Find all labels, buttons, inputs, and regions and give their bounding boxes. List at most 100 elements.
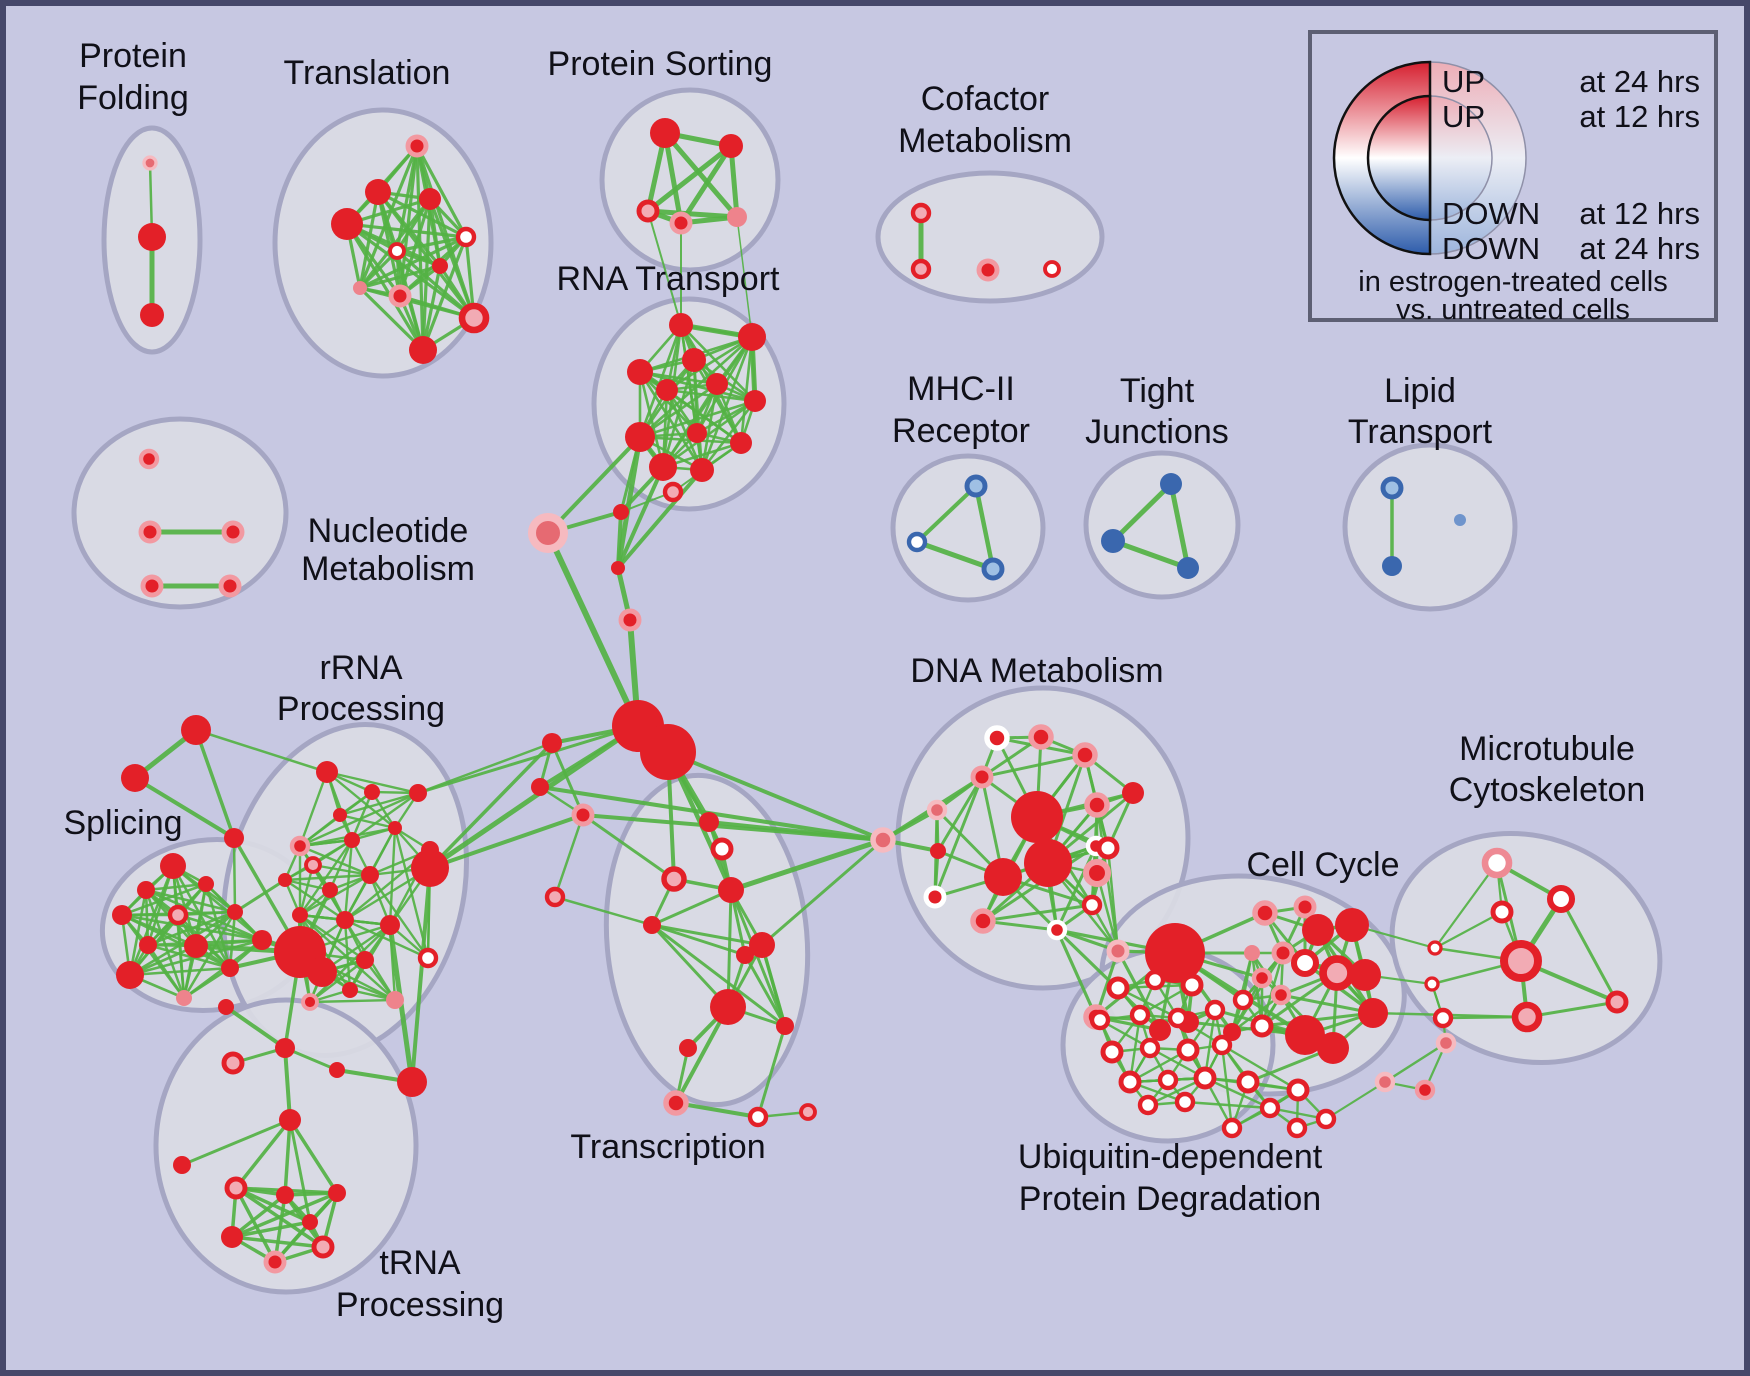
network-edge [176, 913, 264, 942]
gene-node-pf1 [142, 155, 158, 171]
gene-node-tn7 [710, 989, 746, 1025]
network-edge [981, 903, 1094, 923]
gene-node-cc2 [1293, 895, 1317, 919]
cluster-label-cofactor-metabolism: Cofactor [921, 80, 1050, 118]
network-edge [647, 210, 682, 326]
gene-node-ps3 [636, 199, 660, 223]
gene-node-t1 [181, 715, 211, 745]
gene-node-hx1 [224, 1176, 248, 1200]
network-edge [230, 1193, 287, 1239]
gene-node-cc7 [1290, 948, 1320, 978]
network-edge [1055, 928, 1098, 1019]
network-edge [427, 723, 641, 871]
gene-node-lp1 [1380, 476, 1404, 500]
network-edge [638, 382, 719, 439]
network-edge [678, 143, 734, 226]
gene-node-ub3 [1180, 973, 1204, 997]
network-edge [616, 468, 704, 570]
gene-node-tn5 [643, 916, 661, 934]
gene-node-hx3 [328, 1184, 346, 1202]
network-edge [298, 913, 367, 962]
network-edge [707, 820, 885, 842]
gene-node-mh3 [981, 557, 1005, 581]
network-edge [388, 923, 397, 1002]
gene-node-dm11 [970, 908, 996, 934]
network-edge [283, 1118, 292, 1197]
gene-node-hub2 [640, 724, 696, 780]
gene-node-ub6 [1167, 1007, 1189, 1029]
cluster-label-nucleotide-metabolism: Nucleotide [308, 512, 469, 550]
gene-node-cha [218, 999, 234, 1015]
gene-node-rt2 [738, 323, 766, 351]
gene-node-pn2 [613, 504, 629, 520]
cluster-ellipse-nucleotide-metabolism [71, 416, 289, 610]
gene-node-mc5 [1511, 1001, 1543, 1033]
gene-node-ub9 [1139, 1037, 1161, 1059]
cluster-label-lipid-transport: Lipid [1384, 372, 1456, 410]
gene-node-tj3 [1177, 557, 1199, 579]
network-edge [695, 399, 757, 435]
network-edge [345, 222, 425, 352]
network-edge [638, 323, 683, 439]
network-edge [662, 130, 740, 220]
gene-node-tr6 [388, 242, 406, 260]
cluster-label-lipid-transport: Transport [1348, 413, 1493, 451]
gene-node-rt8 [625, 422, 655, 452]
gene-node-rt6 [656, 379, 678, 401]
gene-node-pf3 [140, 303, 164, 327]
gene-node-sp11 [176, 990, 192, 1006]
network-edge [345, 222, 476, 320]
gene-node-cc5 [1251, 967, 1273, 989]
network-edge [1559, 897, 1619, 1004]
gene-node-chf [279, 1109, 301, 1131]
gene-node-ps4 [669, 211, 693, 235]
network-edge [416, 741, 554, 795]
gene-node-tr1 [405, 134, 429, 158]
legend-time-label-2: at 12 hrs [1579, 196, 1700, 231]
cluster-label-mhc-ii-receptor: MHC-II [907, 370, 1015, 408]
gene-node-l1 [542, 733, 562, 753]
gene-node-mcs1 [1427, 940, 1443, 956]
network-edge [616, 510, 623, 570]
network-edge [428, 813, 585, 870]
gene-node-hx7 [302, 1214, 318, 1230]
network-edge [415, 144, 468, 239]
network-edge [232, 836, 237, 914]
network-edge [1055, 844, 1098, 932]
network-edge [128, 966, 232, 977]
gene-node-l2 [531, 778, 549, 796]
gene-node-mc10 [1414, 1079, 1436, 1101]
network-edge [743, 953, 787, 1028]
gene-node-ps1 [650, 118, 680, 148]
gene-node-tn3 [661, 866, 687, 892]
network-edge [230, 1220, 312, 1239]
cluster-label-rrna-processing: rRNA [319, 649, 402, 687]
gene-node-ub4 [1089, 1009, 1111, 1031]
network-edge [550, 741, 585, 817]
network-edge [416, 724, 640, 795]
network-edge [760, 943, 787, 1028]
gene-node-cf4 [1043, 260, 1061, 278]
network-edge [176, 913, 186, 1000]
network-edge [298, 770, 329, 848]
cluster-label-cell-cycle: Cell Cycle [1246, 846, 1399, 884]
cluster-label-trna-processing: Processing [336, 1286, 504, 1324]
gene-node-nm5 [218, 574, 242, 598]
network-edge [230, 1191, 339, 1239]
gene-node-dm3 [1072, 742, 1098, 768]
gene-node-sp2 [137, 881, 155, 899]
gene-node-w1 [1236, 1070, 1260, 1094]
network-edge [1168, 481, 1191, 571]
gene-node-tr4 [419, 188, 441, 210]
network-edge [581, 813, 676, 881]
cluster-label-microtubule-cytoskeleton: Cytoskeleton [1449, 771, 1646, 809]
network-edge [1433, 861, 1499, 950]
gene-node-cc8 [1232, 989, 1254, 1011]
network-edge [1279, 993, 1375, 1015]
gene-node-ub15 [1137, 1094, 1159, 1116]
gene-node-ub16 [1174, 1091, 1196, 1113]
gene-node-rr1 [316, 761, 338, 783]
gene-node-chd [329, 1062, 345, 1078]
